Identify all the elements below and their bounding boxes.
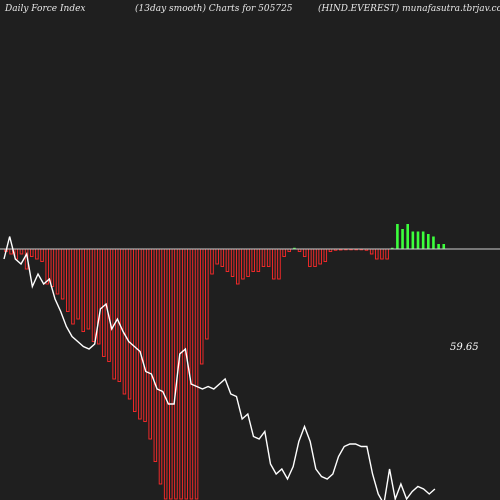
force-bar (416, 231, 420, 249)
chart-title: (13day smooth) Charts for 505725 (135, 3, 293, 14)
indicator-title: Daily Force Index (4, 4, 86, 14)
force-bar (401, 229, 404, 249)
force-bar (411, 231, 415, 249)
force-bar (442, 244, 446, 249)
stock-title: (HIND.EVEREST) munafasutra.tbrjav.com (318, 3, 500, 14)
force-bar (293, 247, 296, 249)
force-bar (390, 247, 394, 249)
force-bar (432, 236, 435, 249)
force-bar (437, 244, 440, 249)
smoothed-line (3, 236, 436, 500)
force-bar (406, 224, 409, 249)
force-bar (396, 224, 399, 249)
last-value-label: 59.65 (450, 342, 479, 353)
force-bar (421, 231, 425, 249)
force-bar (427, 234, 430, 249)
